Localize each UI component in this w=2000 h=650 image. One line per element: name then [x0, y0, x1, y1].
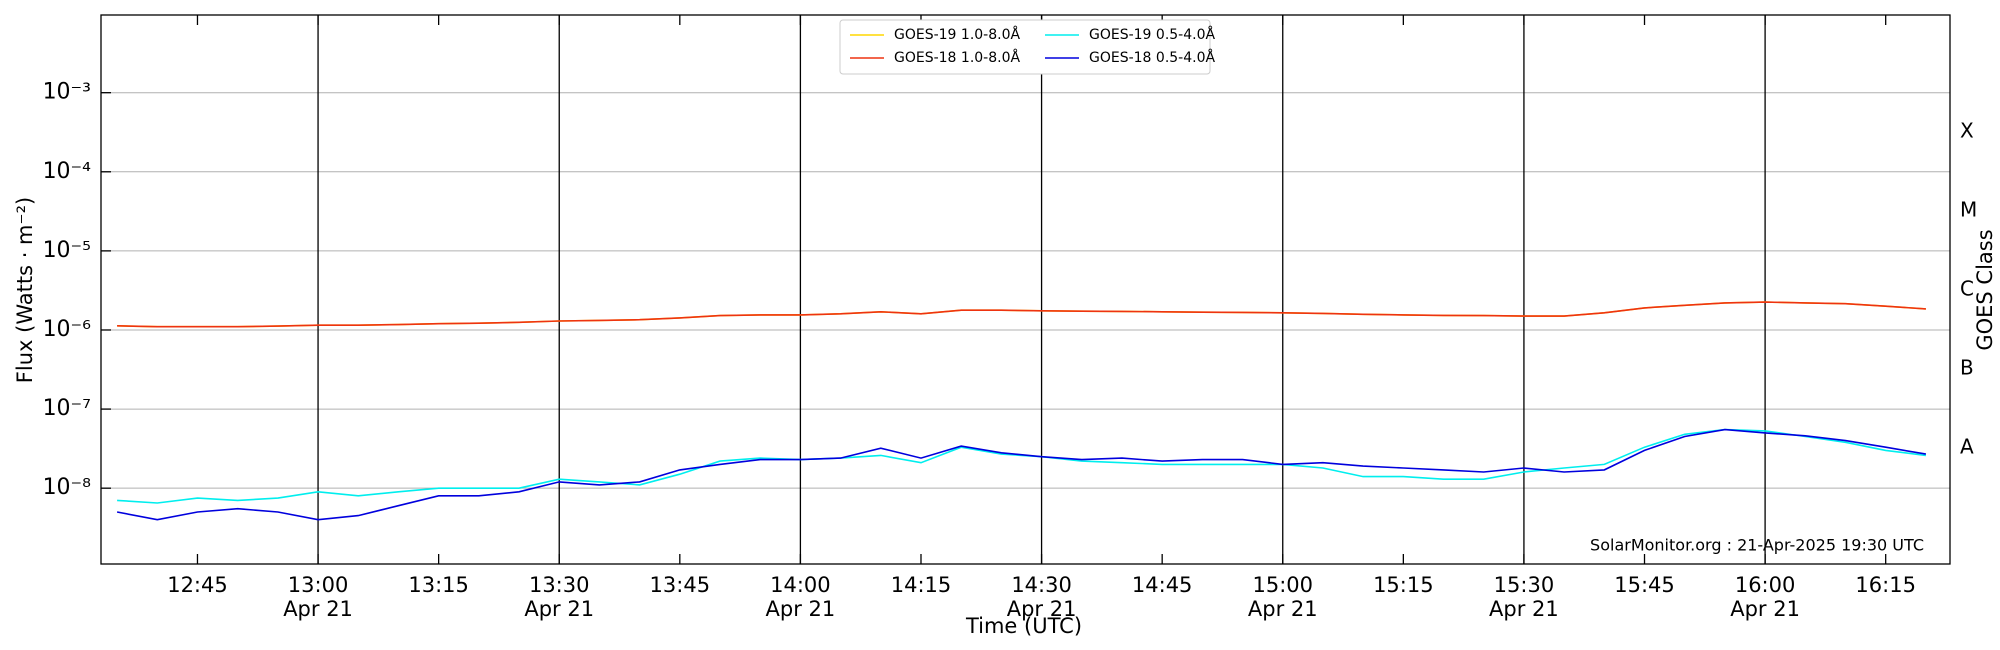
x-tick-label: 13:30	[529, 573, 590, 597]
series-line	[116, 428, 1927, 521]
y-tick-label: 10⁻⁷	[43, 396, 91, 421]
x-axis-label: Time (UTC)	[965, 614, 1082, 638]
x-tick-date: Apr 21	[1489, 597, 1559, 621]
y-tick-label: 10⁻⁵	[43, 238, 91, 263]
legend-label: GOES-18 1.0-8.0Å	[894, 49, 1020, 66]
legend-label: GOES-19 1.0-8.0Å	[894, 26, 1020, 43]
x-tick-label: 16:15	[1855, 573, 1916, 597]
y2-tick-label: B	[1960, 356, 1974, 380]
x-tick-date: Apr 21	[1248, 597, 1318, 621]
y2-tick-label: C	[1960, 277, 1974, 301]
y-tick-label: 10⁻⁴	[43, 159, 92, 184]
y2-tick-label: A	[1960, 435, 1974, 459]
x-tick-label: 13:45	[650, 573, 711, 597]
y2-tick-label: X	[1960, 118, 1974, 142]
x-tick-date: Apr 21	[283, 597, 353, 621]
series-line	[117, 301, 1926, 328]
series-line	[117, 301, 1926, 328]
x-tick-label: 15:00	[1252, 573, 1313, 597]
x-tick-date: Apr 21	[1730, 597, 1800, 621]
annotation: SolarMonitor.org : 21-Apr-2025 19:30 UTC	[1590, 536, 1924, 555]
y2-axis-label: GOES Class	[1973, 229, 1997, 350]
y-tick-label: 10⁻⁸	[43, 475, 92, 500]
y2-tick-label: M	[1960, 197, 1977, 221]
legend-box	[839, 19, 1211, 75]
x-tick-label: 15:45	[1614, 573, 1675, 597]
x-tick-label: 15:30	[1494, 573, 1555, 597]
x-tick-label: 14:00	[770, 573, 831, 597]
series-line	[117, 428, 1926, 504]
x-tick-date: Apr 21	[1007, 597, 1077, 621]
x-tick-date: Apr 21	[766, 597, 836, 621]
legend-label: GOES-18 0.5-4.0Å	[1089, 49, 1215, 66]
x-tick-label: 14:15	[891, 573, 952, 597]
plot-frame	[100, 14, 1951, 565]
x-tick-label: 15:15	[1373, 573, 1434, 597]
x-tick-label: 13:00	[288, 573, 349, 597]
x-tick-date: Apr 21	[524, 597, 594, 621]
y-tick-label: 10⁻⁶	[43, 317, 92, 342]
x-tick-label: 14:30	[1011, 573, 1072, 597]
legend-label: GOES-19 0.5-4.0Å	[1089, 26, 1215, 43]
x-tick-label: 13:15	[408, 573, 469, 597]
x-tick-label: 12:45	[167, 573, 228, 597]
x-tick-label: 14:45	[1132, 573, 1193, 597]
y-tick-label: 10⁻³	[43, 80, 91, 105]
x-tick-label: 16:00	[1735, 573, 1796, 597]
y-axis-label: Flux (Watts · m⁻²)	[13, 197, 37, 383]
